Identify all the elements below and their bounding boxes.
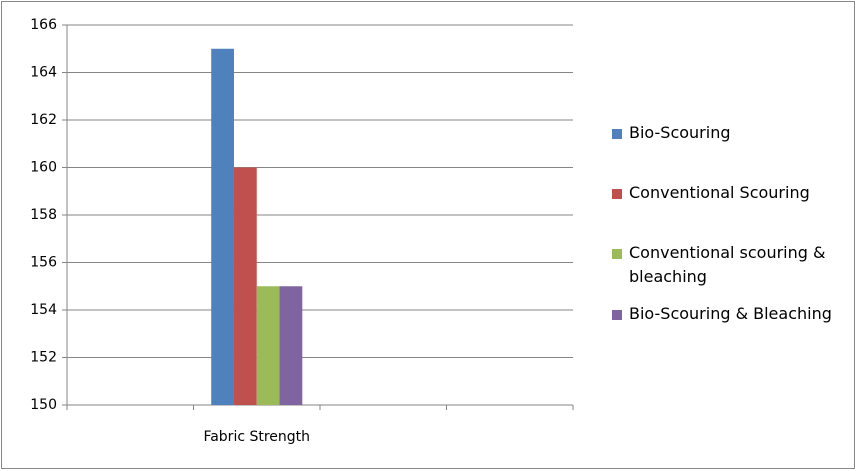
y-tick-label: 152: [30, 350, 57, 366]
legend-swatch: [612, 189, 622, 199]
y-tick-label: 150: [30, 397, 57, 413]
y-tick-label: 156: [30, 255, 57, 271]
bar: [279, 286, 303, 405]
bar: [256, 286, 280, 405]
legend-swatch: [612, 249, 622, 259]
legend-entry: Bio-Scouring: [612, 121, 837, 145]
legend-label: Conventional scouring & bleaching: [629, 243, 826, 286]
y-tick-label: 162: [30, 112, 57, 128]
y-tick-label: 164: [30, 65, 57, 81]
y-tick-label: 158: [30, 207, 57, 223]
bar: [211, 48, 234, 405]
y-tick-label: 154: [30, 302, 57, 318]
y-tick-label: 160: [30, 160, 57, 176]
legend-entry: Bio-Scouring & Bleaching: [612, 302, 837, 326]
legend-swatch: [612, 129, 622, 139]
y-tick-label: 166: [30, 17, 57, 33]
legend-label: Bio-Scouring & Bleaching: [629, 304, 832, 323]
x-tick-label: Fabric Strength: [203, 429, 310, 445]
legend-swatch: [612, 310, 622, 320]
bar: [233, 167, 257, 405]
legend-label: Bio-Scouring: [629, 123, 731, 142]
legend-entry: Conventional Scouring: [612, 181, 837, 205]
legend-label: Conventional Scouring: [629, 183, 810, 202]
legend-entry: Conventional scouring & bleaching: [612, 241, 837, 289]
